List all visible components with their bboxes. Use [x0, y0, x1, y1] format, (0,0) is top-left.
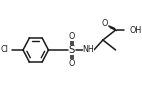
Text: O: O — [69, 32, 75, 41]
Text: NH: NH — [83, 45, 94, 55]
Text: OH: OH — [129, 26, 141, 34]
Text: Cl: Cl — [1, 45, 9, 55]
Text: O: O — [69, 59, 75, 68]
Text: S: S — [69, 45, 75, 55]
Text: O: O — [102, 18, 108, 28]
